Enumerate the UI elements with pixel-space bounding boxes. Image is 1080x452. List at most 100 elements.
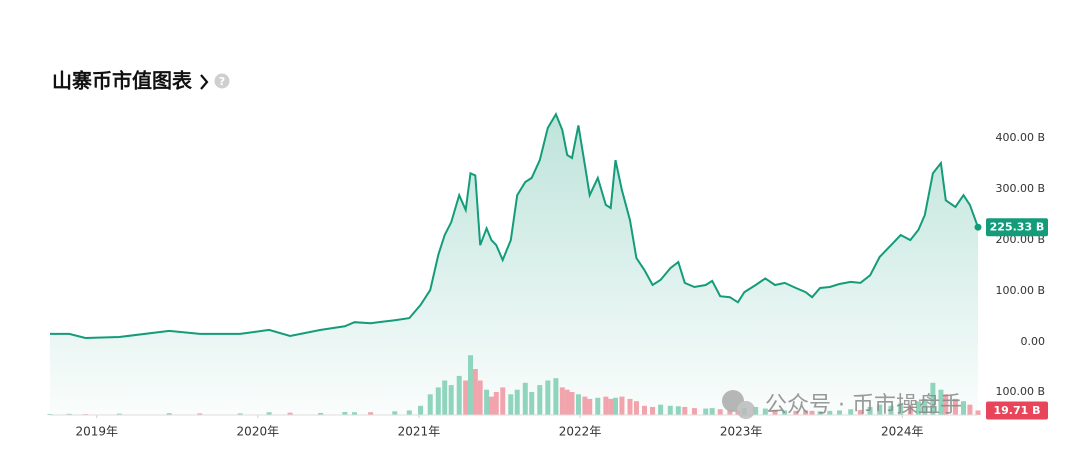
volume-bar [907, 404, 913, 415]
help-icon[interactable] [214, 73, 230, 89]
volume-bar [559, 387, 565, 415]
volume-bar [642, 405, 647, 415]
volume-bar [961, 401, 966, 415]
volume-bar [435, 387, 441, 415]
volume-bar [463, 380, 469, 415]
volume-bar [582, 396, 588, 415]
volume-bar [493, 392, 499, 415]
volume-bar [867, 406, 873, 415]
x-tick-label: 2022年 [559, 425, 602, 439]
volume-bar [836, 410, 842, 415]
volume-bar [342, 412, 348, 415]
current-volume-box [986, 401, 1048, 420]
volume-bar [809, 410, 815, 415]
y-tick-label: 0.00 [1021, 335, 1046, 348]
volume-bar [166, 413, 172, 415]
chart-title: 山寨币市值图表 [52, 69, 193, 93]
line [50, 111, 979, 340]
volume-bar [762, 408, 768, 415]
volume-bar [691, 408, 697, 415]
volume-bar [717, 409, 723, 415]
volume-bar [266, 412, 272, 415]
y-tick-label: 300.00 B [995, 182, 1045, 195]
volume-bar [633, 401, 639, 415]
volume-bar [488, 396, 494, 415]
watermark: 公众号 · 币市操盘手 [722, 390, 962, 419]
help-icon-text: ? [219, 75, 225, 88]
volume-bar [943, 394, 949, 415]
volume-bar [595, 397, 601, 415]
volume-bar [442, 380, 448, 415]
y-tick-label: 400.00 B [995, 131, 1045, 144]
volume-bar [406, 410, 412, 415]
volume-bar [930, 382, 936, 415]
volume-bar [608, 398, 614, 415]
volume-bar [915, 401, 921, 415]
volume-bar [352, 412, 357, 415]
volume-bar [427, 394, 433, 415]
watermark-icon [737, 401, 755, 419]
volume-bar [952, 398, 958, 415]
volume-bar [603, 396, 609, 415]
title-chevron[interactable] [200, 74, 209, 90]
volume-bar [472, 369, 478, 415]
volume-bar [675, 406, 681, 415]
x-tick-label: 2021年 [398, 425, 441, 439]
volume-bar [703, 408, 709, 415]
volume-bar [967, 404, 973, 415]
volume-bar [545, 380, 551, 415]
volume-bar [564, 389, 570, 415]
volume-bar [418, 405, 424, 415]
volume-bar [650, 406, 656, 415]
volume-bar [500, 387, 506, 415]
volume-bar [817, 411, 823, 415]
area-fill [50, 114, 978, 415]
current-value-label: 225.33 B [990, 221, 1045, 234]
volume-bar [827, 410, 833, 415]
volume-bar [237, 413, 243, 415]
volume-bar [575, 394, 581, 415]
volume-bar [888, 405, 894, 415]
volume-bar [975, 410, 981, 415]
volume-bar [753, 406, 759, 415]
volume-bar [803, 410, 809, 415]
volume-bar [922, 398, 928, 415]
volume-bar [898, 403, 904, 415]
volume-bar [613, 397, 618, 415]
volume-bar [508, 394, 514, 415]
volume-bar [709, 408, 715, 415]
volume-bar [522, 382, 528, 415]
current-labels: 225.33 B 19.71 B [986, 218, 1048, 420]
y-tick-label: 100.00 B [995, 284, 1045, 297]
volume-bar [793, 410, 799, 415]
volume-bar [197, 413, 203, 415]
volume-bar [553, 378, 559, 415]
volume-bar [392, 411, 398, 415]
volume-bar [468, 355, 473, 415]
volume-bar [448, 385, 454, 415]
volume-bar [587, 398, 593, 415]
volume-bar [318, 412, 324, 415]
volume-bar [848, 409, 854, 415]
volume-bar [66, 413, 72, 415]
volume-bar [782, 410, 788, 415]
current-value-box [986, 218, 1048, 237]
volume-bar [682, 406, 688, 415]
volume-bar [529, 392, 535, 415]
volume-bar [287, 412, 293, 415]
volume-bar [667, 405, 673, 415]
volume-bar [857, 409, 863, 415]
y2-tick-label: 100.00 B [995, 385, 1045, 398]
x-tick-label: 2024年 [881, 425, 924, 439]
volume-bar [627, 398, 633, 415]
watermark-text: 公众号 · 币市操盘手 [765, 393, 962, 418]
current-volume-label: 19.71 B [993, 404, 1040, 417]
volume-bar [727, 409, 733, 415]
volume-bar [938, 389, 944, 415]
last-point [974, 223, 982, 231]
volume-bar [514, 389, 520, 415]
volume-bar [477, 380, 483, 415]
volume-bar [619, 396, 625, 415]
volume-bar [569, 392, 575, 415]
